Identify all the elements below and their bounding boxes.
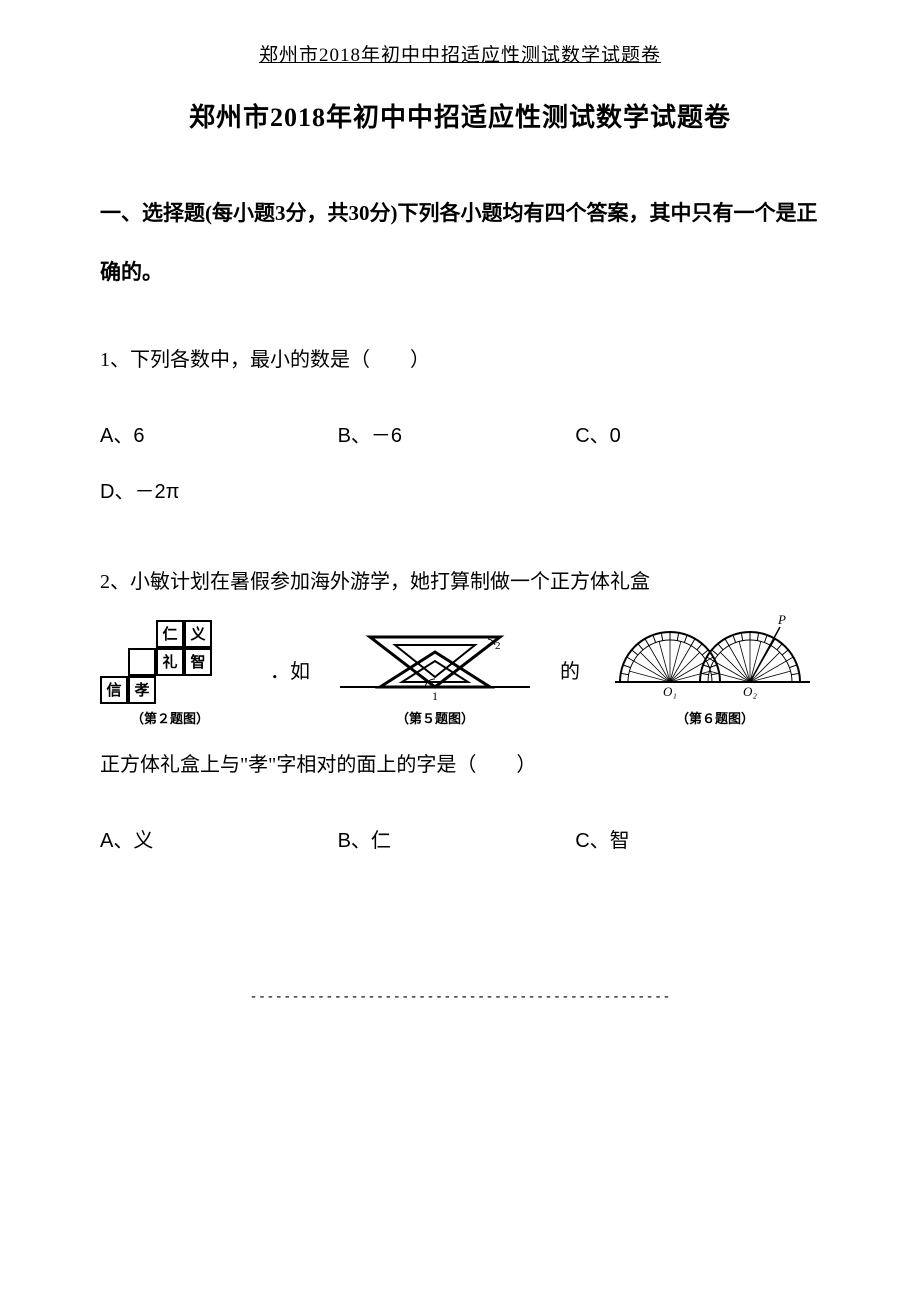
- question-1-options: A、6 B、－6 C、0 D、－2π: [100, 408, 820, 520]
- cube-cell: 孝: [128, 676, 156, 704]
- figure-2-block: 仁义礼智信孝 （第２题图）: [100, 620, 240, 727]
- section-header: 一、选择题(每小题3分，共30分)下列各小题均有四个答案，其中只有一个是正确的。: [100, 184, 820, 302]
- cube-net-figure: 仁义礼智信孝: [100, 620, 240, 702]
- page-header: 郑州市2018年初中中招适应性测试数学试题卷: [100, 40, 820, 67]
- figure-6-block: O₁ O₂ P （第６题图）: [610, 612, 820, 727]
- q1-option-c: C、0: [575, 408, 813, 464]
- triangle-ruler-figure: 1 2: [340, 627, 530, 702]
- svg-text:P: P: [777, 612, 786, 627]
- question-2-line1: 2、小敏计划在暑假参加海外游学，她打算制做一个正方体礼盒: [100, 560, 820, 604]
- q1-option-b: B、－6: [338, 408, 576, 464]
- inline-text-2: 的: [560, 655, 580, 684]
- question-2-line2: 正方体礼盒上与"孝"字相对的面上的字是（ ）: [100, 737, 820, 793]
- q1-option-d: D、－2π: [100, 464, 820, 520]
- footer-dashes: ----------------------------------------…: [100, 989, 820, 1005]
- protractor-figure: O₁ O₂ P: [610, 612, 820, 702]
- main-title: 郑州市2018年初中中招适应性测试数学试题卷: [100, 97, 820, 134]
- question-2-options: A、义 B、仁 C、智: [100, 813, 820, 869]
- figure-5-block: 1 2 （第５题图）: [340, 627, 530, 727]
- svg-text:O₁: O₁: [663, 684, 677, 699]
- figure-6-caption: （第６题图）: [676, 708, 754, 727]
- figure-2-caption: （第２题图）: [131, 708, 209, 727]
- cube-cell-empty: [128, 648, 156, 676]
- figures-row: 仁义礼智信孝 （第２题图） ．如 1 2 （第５题图） 的: [100, 612, 820, 727]
- q1-option-a: A、6: [100, 408, 338, 464]
- svg-text:1: 1: [432, 689, 438, 702]
- q2-option-c: C、智: [575, 813, 813, 869]
- cube-cell: 智: [184, 648, 212, 676]
- question-1-text: 1、下列各数中，最小的数是（ ）: [100, 332, 820, 388]
- q2-option-b: B、仁: [338, 813, 576, 869]
- cube-cell: 义: [184, 620, 212, 648]
- svg-text:2: 2: [495, 640, 501, 652]
- q2-option-a: A、义: [100, 813, 338, 869]
- cube-cell: 礼: [156, 648, 184, 676]
- inline-text-1: ．如: [270, 655, 310, 684]
- cube-cell: 信: [100, 676, 128, 704]
- svg-text:O₂: O₂: [743, 684, 757, 699]
- figure-5-caption: （第５题图）: [396, 708, 474, 727]
- cube-cell: 仁: [156, 620, 184, 648]
